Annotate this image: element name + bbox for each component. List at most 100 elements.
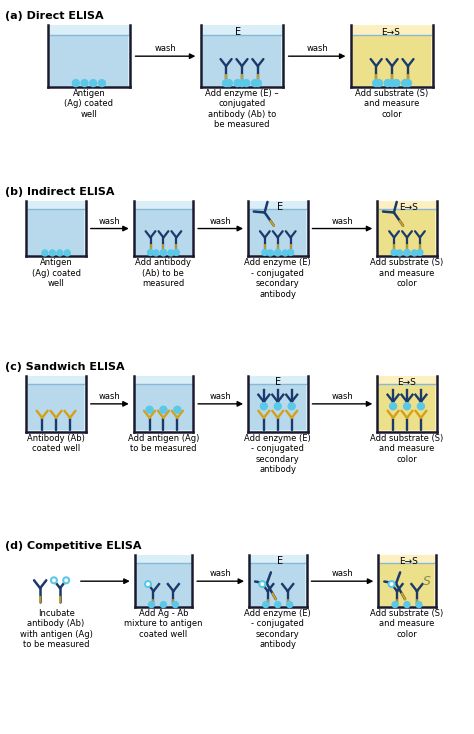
Circle shape: [145, 581, 151, 587]
Circle shape: [401, 79, 409, 87]
Text: E: E: [277, 202, 283, 211]
Bar: [201, 25, 283, 87]
Circle shape: [403, 403, 410, 410]
Text: S: S: [423, 575, 431, 588]
Circle shape: [153, 250, 159, 256]
Circle shape: [161, 250, 166, 255]
Circle shape: [373, 79, 380, 87]
Text: E→S: E→S: [381, 28, 400, 37]
Circle shape: [282, 250, 288, 256]
Bar: [378, 556, 436, 607]
Text: Add substrate (S)
and measure
color: Add substrate (S) and measure color: [370, 609, 444, 639]
Bar: [134, 200, 193, 256]
Text: E: E: [275, 377, 281, 387]
Text: E→S: E→S: [398, 378, 417, 387]
Circle shape: [393, 79, 400, 87]
Circle shape: [51, 578, 57, 584]
Text: Antigen
(Ag) coated
well: Antigen (Ag) coated well: [64, 89, 113, 119]
Circle shape: [147, 250, 154, 255]
Circle shape: [160, 406, 167, 413]
Text: Antibody (Ab)
coated well: Antibody (Ab) coated well: [27, 434, 85, 453]
Text: wash: wash: [331, 217, 353, 225]
Circle shape: [274, 403, 281, 410]
Bar: [379, 209, 435, 255]
Bar: [28, 385, 84, 430]
Text: E→S: E→S: [400, 203, 419, 211]
Text: Add substrate (S)
and measure
color: Add substrate (S) and measure color: [356, 89, 428, 119]
Text: wash: wash: [210, 217, 231, 225]
Circle shape: [417, 250, 423, 255]
Text: (d) Competitive ELISA: (d) Competitive ELISA: [5, 542, 142, 551]
Circle shape: [404, 250, 410, 256]
Text: wash: wash: [331, 569, 353, 578]
Circle shape: [148, 602, 155, 608]
Circle shape: [64, 250, 70, 256]
Text: Add substrate (S)
and measure
color: Add substrate (S) and measure color: [370, 434, 444, 464]
Circle shape: [234, 79, 241, 87]
Text: Add enzyme (E)
- conjugated
secondary
antibody: Add enzyme (E) - conjugated secondary an…: [245, 434, 311, 474]
Bar: [380, 563, 434, 606]
Circle shape: [260, 403, 267, 410]
Bar: [135, 209, 192, 255]
Text: wash: wash: [99, 392, 120, 401]
Circle shape: [73, 79, 79, 87]
Circle shape: [57, 250, 63, 256]
Circle shape: [42, 250, 48, 256]
Text: E: E: [277, 556, 283, 566]
Circle shape: [262, 250, 268, 255]
Circle shape: [416, 602, 422, 608]
Text: (c) Sandwich ELISA: (c) Sandwich ELISA: [5, 362, 125, 372]
Text: E→S: E→S: [400, 557, 419, 566]
Bar: [353, 34, 431, 86]
Circle shape: [389, 79, 396, 87]
Circle shape: [288, 403, 295, 410]
Bar: [26, 376, 86, 432]
Circle shape: [275, 250, 281, 256]
Circle shape: [99, 79, 105, 87]
Circle shape: [404, 602, 410, 608]
Circle shape: [389, 581, 394, 587]
Text: Add enzyme (E) –
conjugated
antibody (Ab) to
be measured: Add enzyme (E) – conjugated antibody (Ab…: [205, 89, 279, 129]
Text: wash: wash: [306, 44, 328, 53]
Circle shape: [390, 403, 397, 410]
Circle shape: [275, 250, 281, 255]
Circle shape: [238, 79, 246, 87]
Circle shape: [404, 79, 411, 87]
Text: wash: wash: [99, 217, 120, 225]
Bar: [50, 34, 128, 86]
Circle shape: [391, 250, 397, 255]
Circle shape: [63, 578, 69, 584]
Bar: [135, 385, 192, 430]
Text: wash: wash: [210, 392, 231, 401]
Bar: [48, 25, 129, 87]
Circle shape: [252, 79, 258, 87]
Circle shape: [275, 602, 281, 608]
Text: Add enzyme (E)
- conjugated
secondary
antibody: Add enzyme (E) - conjugated secondary an…: [245, 258, 311, 299]
Circle shape: [267, 250, 273, 256]
Text: wash: wash: [331, 392, 353, 401]
Text: Add substrate (S)
and measure
color: Add substrate (S) and measure color: [370, 258, 444, 288]
Circle shape: [384, 79, 391, 87]
Circle shape: [168, 250, 174, 256]
Bar: [379, 385, 435, 430]
Circle shape: [161, 250, 166, 256]
Text: (b) Indirect ELISA: (b) Indirect ELISA: [5, 186, 115, 197]
Circle shape: [223, 79, 229, 87]
Circle shape: [255, 79, 261, 87]
Circle shape: [49, 250, 55, 256]
Bar: [249, 209, 306, 255]
Text: wash: wash: [210, 569, 231, 578]
Bar: [203, 34, 281, 86]
Circle shape: [411, 250, 418, 256]
Circle shape: [161, 602, 166, 608]
Bar: [250, 563, 305, 606]
Circle shape: [392, 602, 398, 608]
Circle shape: [404, 250, 410, 255]
Circle shape: [287, 602, 292, 608]
Circle shape: [81, 79, 88, 87]
Text: Incubate
antibody (Ab)
with antigen (Ag)
to be measured: Incubate antibody (Ab) with antigen (Ag)…: [19, 609, 92, 650]
Bar: [377, 200, 437, 256]
Bar: [248, 200, 308, 256]
Bar: [249, 385, 306, 430]
Circle shape: [173, 250, 179, 255]
